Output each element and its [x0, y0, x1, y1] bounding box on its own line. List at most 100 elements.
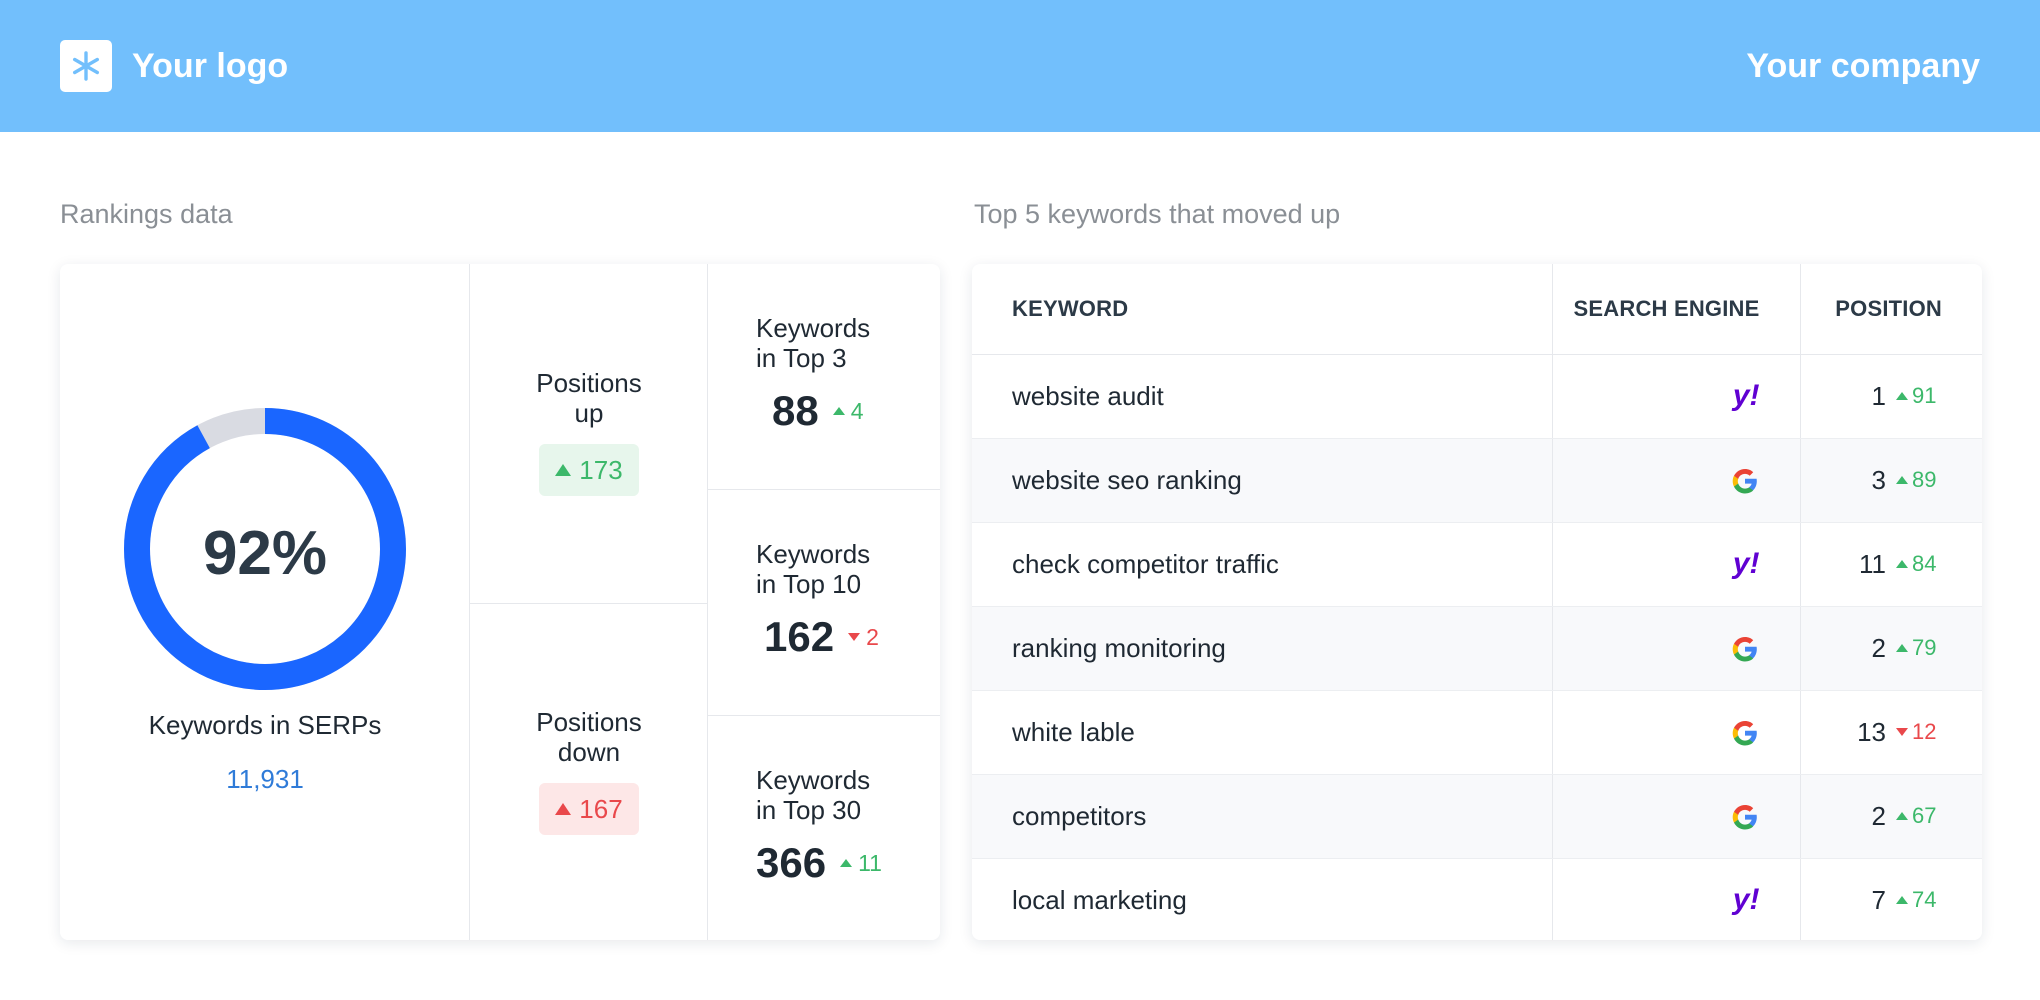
top10-delta: 2	[848, 624, 879, 651]
divider	[707, 489, 940, 490]
keyword-text: website audit	[1012, 380, 1164, 411]
top10-delta-value: 2	[866, 623, 879, 650]
arrow-up-icon	[555, 464, 572, 476]
google-icon	[1732, 637, 1757, 662]
top3-title-2: in Top 3	[756, 343, 847, 373]
arrow-up-icon	[1896, 896, 1908, 905]
google-icon	[1732, 721, 1757, 746]
top3-delta-value: 4	[850, 397, 864, 424]
arrow-up-icon	[832, 407, 845, 415]
donut-progress-arc	[124, 408, 406, 690]
search-engine-cell: y!	[1551, 354, 1800, 439]
arrow-down-icon	[1896, 728, 1908, 736]
position-value-group: 3 89	[1872, 465, 1942, 496]
arrow-up-icon	[1896, 392, 1908, 400]
rankings-card: 92% Keywords in SERPs 11,931 Positions u…	[60, 264, 940, 940]
top3-delta: 4	[832, 397, 864, 425]
serp-donut-chart	[124, 408, 406, 690]
position-value-group: 7 74	[1872, 885, 1942, 916]
arrow-up-icon	[555, 803, 572, 815]
top30-delta: 11	[840, 850, 882, 877]
position-delta: 67	[1896, 803, 1942, 829]
positions-down-badge: 167	[539, 783, 639, 835]
divider	[469, 603, 707, 604]
position-cell: 3 89	[1799, 438, 1982, 523]
positions-up-block: Positions up 173	[470, 368, 708, 496]
position-value: 2	[1871, 800, 1886, 831]
keywords-table-card: KEYWORD SEARCH ENGINE POSITION website a…	[972, 264, 1982, 940]
position-delta-value: 84	[1912, 551, 1937, 576]
top30-title-2: in Top 30	[756, 795, 862, 825]
position-value: 7	[1871, 884, 1886, 915]
search-engine-cell: y!	[1551, 858, 1800, 940]
column-header-search-engine[interactable]: SEARCH ENGINE	[1551, 264, 1800, 355]
divider	[469, 264, 470, 940]
position-delta-value: 89	[1912, 467, 1937, 492]
position-cell: 2 67	[1799, 774, 1982, 859]
search-engine-cell	[1551, 438, 1800, 523]
top3-block: Keywords in Top 3 88 4	[756, 313, 940, 435]
arrow-up-icon	[840, 859, 853, 867]
positions-up-value: 173	[579, 454, 623, 485]
google-icon	[1732, 805, 1757, 830]
arrow-up-icon	[1896, 644, 1908, 652]
keyword-cell: check competitor traffic	[972, 522, 1552, 607]
position-value-group: 11 84	[1859, 549, 1942, 580]
position-value-group: 2 67	[1872, 801, 1942, 832]
yahoo-icon: y!	[1732, 883, 1760, 917]
table-row[interactable]: competitors 2 67	[972, 774, 1982, 859]
search-engine-cell	[1551, 606, 1800, 691]
top30-delta-value: 11	[858, 849, 882, 876]
position-delta: 84	[1896, 551, 1942, 577]
table-row[interactable]: local marketing y! 7 74	[972, 858, 1982, 940]
arrow-up-icon	[1896, 560, 1908, 568]
search-engine-cell: y!	[1551, 522, 1800, 607]
positions-up-title-1: Positions	[536, 368, 642, 398]
keyword-text: website seo ranking	[1012, 464, 1242, 495]
keyword-cell: local marketing	[972, 858, 1552, 940]
column-header-keyword[interactable]: KEYWORD	[972, 264, 1552, 355]
search-engine-cell	[1551, 690, 1800, 775]
top10-title-1: Keywords	[756, 539, 871, 569]
logo-badge[interactable]	[60, 40, 112, 92]
table-row[interactable]: website seo ranking 3 89	[972, 438, 1982, 523]
company-name: Your company	[1746, 47, 1980, 85]
divider	[707, 264, 708, 940]
keyword-text: check competitor traffic	[1012, 548, 1279, 579]
table-row[interactable]: white lable 13 12	[972, 690, 1982, 775]
column-header-position[interactable]: POSITION	[1799, 264, 1982, 355]
position-delta: 91	[1896, 383, 1942, 409]
keyword-text: competitors	[1012, 800, 1147, 831]
table-row[interactable]: website audit y! 1 91	[972, 354, 1982, 439]
positions-up-title-2: up	[574, 398, 604, 428]
position-delta-value: 79	[1912, 635, 1937, 660]
position-value: 3	[1871, 464, 1886, 495]
keyword-cell: website seo ranking	[972, 438, 1552, 523]
top30-title-1: Keywords	[756, 765, 871, 795]
position-cell: 2 79	[1799, 606, 1982, 691]
yahoo-icon: y!	[1732, 547, 1760, 580]
google-icon	[1730, 802, 1760, 832]
top3-value: 88	[772, 387, 819, 434]
google-icon	[1732, 469, 1757, 494]
positions-down-value: 167	[579, 793, 623, 824]
position-delta-value: 12	[1912, 719, 1937, 744]
top3-title-1: Keywords	[756, 313, 871, 343]
arrow-up-icon	[1896, 812, 1908, 820]
google-icon	[1730, 718, 1760, 748]
logo-text[interactable]: Your logo	[132, 47, 289, 85]
donut-percent: 92%	[202, 519, 328, 588]
position-value-group: 1 91	[1872, 381, 1942, 412]
google-icon	[1730, 466, 1760, 496]
position-delta: 89	[1896, 467, 1942, 493]
google-icon	[1730, 634, 1760, 664]
keyword-text: white lable	[1012, 716, 1135, 747]
positions-down-title-2: down	[557, 737, 621, 767]
table-row[interactable]: check competitor traffic y! 11 84	[972, 522, 1982, 607]
search-engine-cell	[1551, 774, 1800, 859]
positions-down-title-1: Positions	[536, 707, 642, 737]
table-row[interactable]: ranking monitoring 2 79	[972, 606, 1982, 691]
position-delta: 79	[1896, 635, 1942, 661]
position-delta: 74	[1896, 887, 1942, 913]
keyword-cell: ranking monitoring	[972, 606, 1552, 691]
